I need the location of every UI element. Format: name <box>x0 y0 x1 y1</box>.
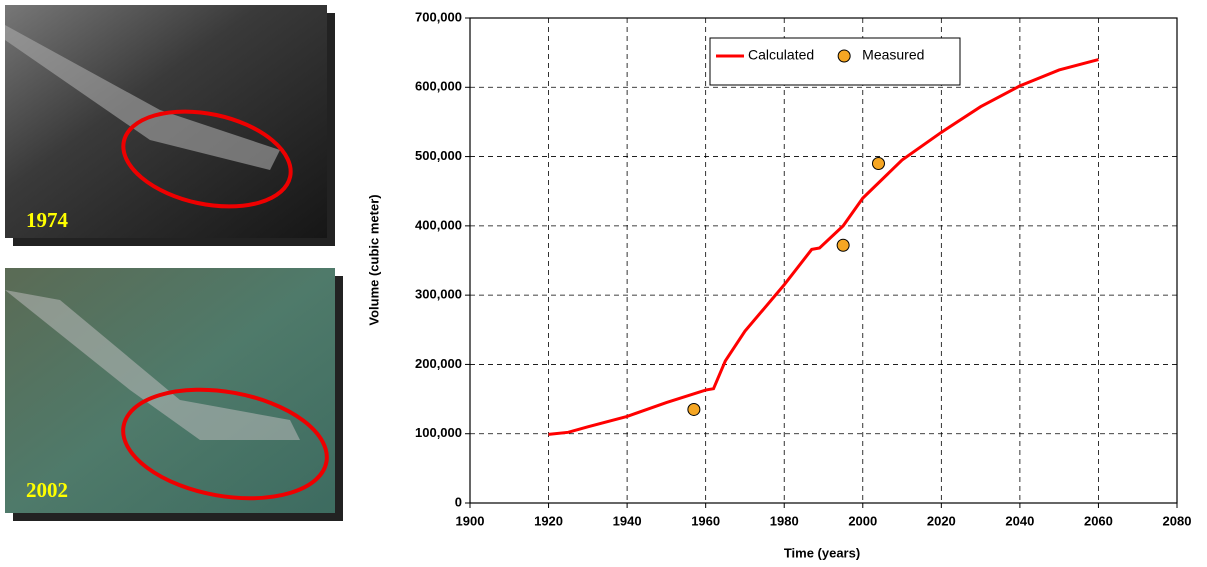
photo-year: 2002 <box>26 478 68 502</box>
y-tick-label: 100,000 <box>415 425 462 440</box>
x-axis-label: Time (years) <box>784 545 860 560</box>
x-tick-label: 2080 <box>1163 513 1192 528</box>
x-tick-label: 2040 <box>1005 513 1034 528</box>
shoreline <box>5 290 300 440</box>
measured-point <box>687 402 701 416</box>
photo-year: 1974 <box>26 208 69 232</box>
legend-box <box>709 37 961 86</box>
calculated-line <box>548 58 1099 436</box>
x-tick-label: 1960 <box>691 513 720 528</box>
y-tick-label: 400,000 <box>415 217 462 232</box>
plot-frame <box>469 17 1178 504</box>
x-tick-label: 2060 <box>1084 513 1113 528</box>
legend-label: Measured <box>862 47 924 63</box>
x-tick-label: 1940 <box>613 513 642 528</box>
y-tick-label: 0 <box>455 494 462 509</box>
legend-swatch <box>837 49 851 63</box>
y-tick-label: 700,000 <box>415 9 462 24</box>
y-tick-label: 600,000 <box>415 79 462 94</box>
y-tick-label: 200,000 <box>415 356 462 371</box>
y-tick-label: 300,000 <box>415 287 462 302</box>
x-tick-label: 1900 <box>456 513 485 528</box>
photo-1974: 1974 <box>5 5 335 246</box>
shoreline <box>5 25 280 170</box>
measured-point <box>836 238 850 252</box>
legend-label: Calculated <box>748 47 814 63</box>
photo-2002: 2002 <box>5 268 343 521</box>
x-tick-label: 2020 <box>927 513 956 528</box>
y-tick-label: 500,000 <box>415 148 462 163</box>
x-tick-label: 1920 <box>534 513 563 528</box>
measured-point <box>871 157 885 170</box>
x-tick-label: 1980 <box>770 513 799 528</box>
highlight-ellipse <box>121 387 329 501</box>
x-tick-label: 2000 <box>848 513 877 528</box>
y-axis-label: Volume (cubic meter) <box>366 194 381 325</box>
highlight-ellipse <box>121 109 293 209</box>
